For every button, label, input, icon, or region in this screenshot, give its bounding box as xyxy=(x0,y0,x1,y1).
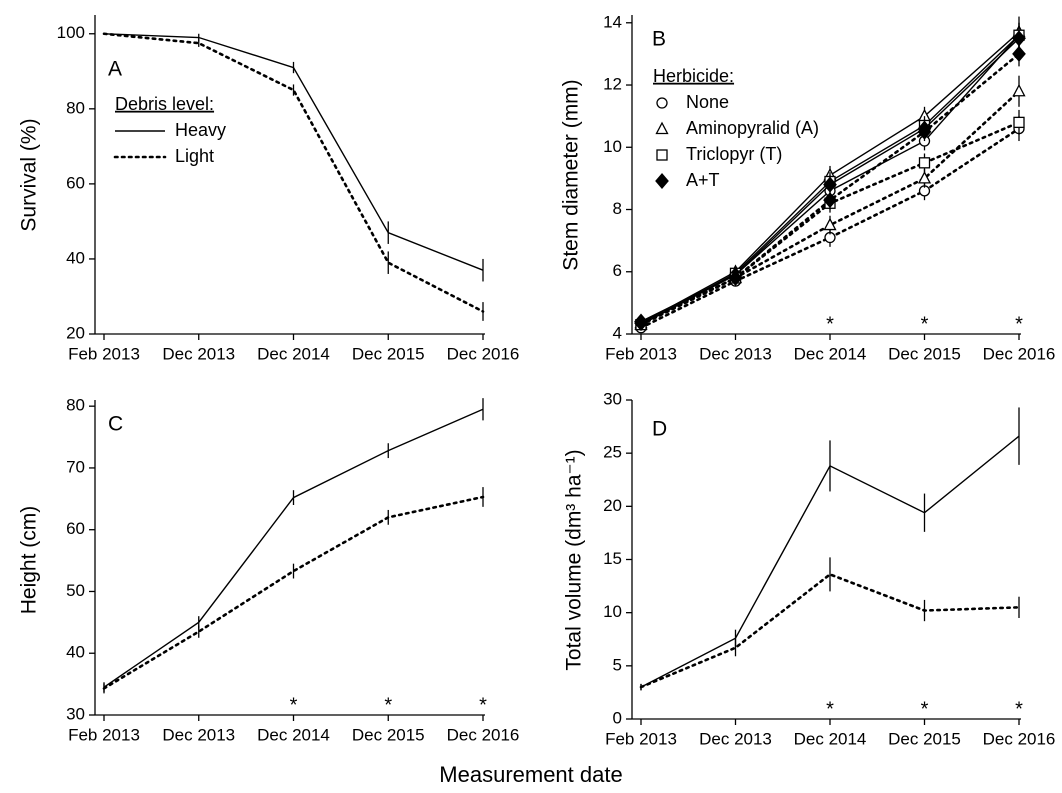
marker xyxy=(656,97,668,109)
x-tick-label: Dec 2013 xyxy=(699,344,772,363)
significance-mark: * xyxy=(826,698,834,720)
x-axis-label: Measurement date xyxy=(439,762,622,787)
x-tick-label: Dec 2015 xyxy=(352,725,425,744)
x-tick-label: Dec 2016 xyxy=(447,725,520,744)
x-tick-label: Dec 2015 xyxy=(888,344,961,363)
y-tick-label: 60 xyxy=(66,173,85,192)
series-line xyxy=(102,495,485,690)
marker xyxy=(917,170,932,184)
y-axis-label: Survival (%) xyxy=(18,118,41,231)
panel-label: B xyxy=(652,28,666,51)
y-tick-label: 70 xyxy=(66,457,85,476)
y-tick-label: 20 xyxy=(66,323,85,342)
legend-label: A+T xyxy=(686,170,720,190)
marker xyxy=(634,315,648,332)
y-tick-label: 50 xyxy=(66,581,85,600)
legend-label: Heavy xyxy=(175,120,226,140)
x-tick-label: Dec 2014 xyxy=(257,344,330,363)
y-tick-label: 100 xyxy=(57,23,85,42)
significance-mark: * xyxy=(826,313,834,335)
legend-title: Herbicide: xyxy=(653,66,734,86)
legend-label: Aminopyralid (A) xyxy=(686,118,819,138)
significance-mark: * xyxy=(290,694,298,716)
y-tick-label: 8 xyxy=(613,199,622,218)
marker xyxy=(1012,45,1026,62)
y-tick-label: 40 xyxy=(66,643,85,662)
series-line xyxy=(640,435,1020,688)
marker xyxy=(1013,116,1025,129)
x-tick-label: Dec 2014 xyxy=(794,344,867,363)
marker xyxy=(655,121,669,135)
significance-mark: * xyxy=(384,694,392,716)
y-axis-label: Total volume (dm³ ha⁻¹) xyxy=(563,449,586,670)
significance-mark: * xyxy=(1015,313,1023,335)
significance-mark: * xyxy=(1015,698,1023,720)
x-tick-label: Feb 2013 xyxy=(605,344,677,363)
x-tick-label: Dec 2013 xyxy=(699,729,772,748)
marker xyxy=(918,157,931,169)
y-tick-label: 80 xyxy=(66,396,85,415)
y-tick-label: 25 xyxy=(603,443,622,462)
y-tick-label: 14 xyxy=(603,12,622,31)
y-tick-label: 30 xyxy=(603,389,622,408)
x-tick-label: Feb 2013 xyxy=(68,344,140,363)
y-tick-label: 40 xyxy=(66,248,85,267)
y-tick-label: 30 xyxy=(66,704,85,723)
y-tick-label: 10 xyxy=(603,137,622,156)
y-tick-label: 20 xyxy=(603,496,622,515)
y-axis-label: Stem diameter (mm) xyxy=(560,79,583,270)
legend-label: Light xyxy=(175,146,214,166)
legend-title: Debris level: xyxy=(115,94,214,114)
y-tick-label: 5 xyxy=(613,655,622,674)
significance-mark: * xyxy=(921,313,929,335)
series-line xyxy=(103,408,484,688)
x-tick-label: Dec 2016 xyxy=(447,344,520,363)
legend-label: Triclopyr (T) xyxy=(686,144,782,164)
x-tick-label: Feb 2013 xyxy=(605,729,677,748)
y-axis-label: Height (cm) xyxy=(18,506,41,615)
y-tick-label: 60 xyxy=(66,519,85,538)
legend-label: None xyxy=(686,92,729,112)
x-tick-label: Dec 2013 xyxy=(162,344,235,363)
marker xyxy=(1012,83,1026,97)
y-tick-label: 12 xyxy=(603,75,622,94)
y-tick-label: 10 xyxy=(603,602,622,621)
series-line xyxy=(102,32,485,313)
panel-label: D xyxy=(652,418,667,441)
y-tick-label: 15 xyxy=(603,549,622,568)
x-tick-label: Dec 2014 xyxy=(794,729,867,748)
y-tick-label: 6 xyxy=(613,261,622,280)
significance-mark: * xyxy=(921,698,929,720)
marker xyxy=(917,123,932,140)
marker xyxy=(656,149,668,161)
series-line xyxy=(103,33,484,271)
y-tick-label: 0 xyxy=(613,708,622,727)
panel-label: A xyxy=(108,58,122,81)
x-tick-label: Dec 2015 xyxy=(888,729,961,748)
x-tick-label: Dec 2015 xyxy=(352,344,425,363)
x-tick-label: Feb 2013 xyxy=(68,725,140,744)
significance-mark: * xyxy=(479,694,487,716)
marker xyxy=(728,269,743,286)
x-tick-label: Dec 2014 xyxy=(257,725,330,744)
y-tick-label: 80 xyxy=(66,98,85,117)
panel-label: C xyxy=(108,413,123,436)
y-tick-label: 4 xyxy=(613,323,622,342)
x-tick-label: Dec 2013 xyxy=(162,725,235,744)
marker xyxy=(823,192,837,209)
marker xyxy=(655,173,669,189)
x-tick-label: Dec 2016 xyxy=(983,729,1056,748)
marker xyxy=(823,217,837,231)
x-tick-label: Dec 2016 xyxy=(983,344,1056,363)
